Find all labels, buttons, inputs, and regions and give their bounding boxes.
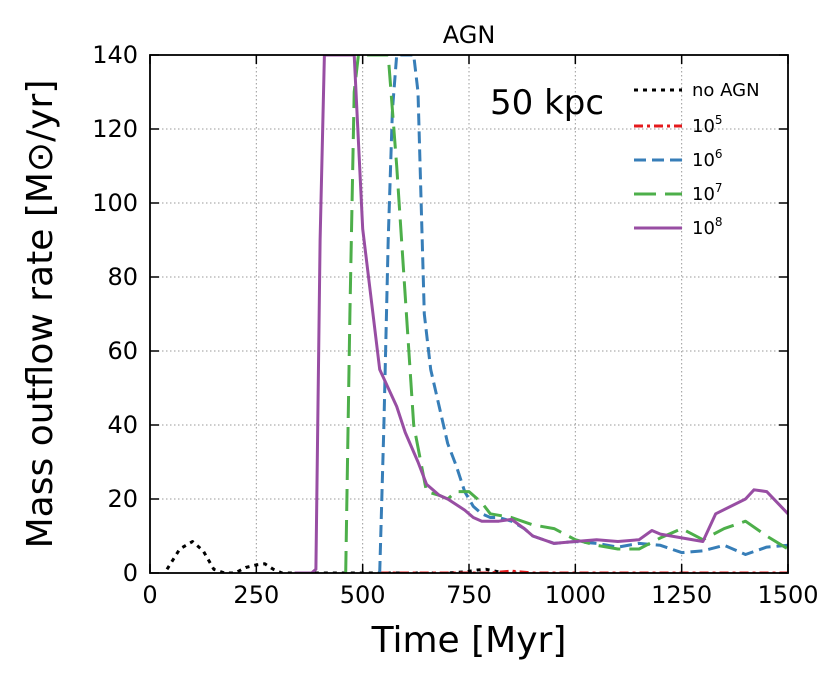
- x-tick-label: 750: [446, 581, 492, 609]
- y-tick-label: 60: [107, 337, 138, 365]
- annotation-50kpc: 50 kpc: [490, 83, 604, 123]
- series-line-e8: [294, 55, 788, 573]
- series-line-no_agn: [165, 540, 525, 573]
- legend: no AGN 105 106 107 108: [634, 80, 760, 239]
- series-line-e7: [344, 55, 788, 573]
- legend-label-e5: 105: [692, 113, 723, 137]
- x-tick-label: 1000: [545, 581, 606, 609]
- y-tick-label: 120: [92, 115, 138, 143]
- x-tick-label: 1250: [651, 581, 712, 609]
- tick-labels: 0 250 500 750 1000 1250 1500 0 20 40 60 80 100 120 140: [92, 41, 818, 609]
- chart-title: AGN: [443, 21, 496, 49]
- y-tick-label: 20: [107, 485, 138, 513]
- x-axis-label: Time [Myr]: [371, 620, 567, 661]
- y-tick-label: 100: [92, 189, 138, 217]
- y-tick-label: 0: [123, 559, 138, 587]
- legend-label-e6: 106: [692, 147, 723, 171]
- legend-label-e7: 107: [692, 181, 723, 205]
- y-tick-label: 140: [92, 41, 138, 69]
- y-tick-label: 40: [107, 411, 138, 439]
- legend-label-no_agn: no AGN: [692, 80, 760, 101]
- y-axis-label: Mass outflow rate [M⊙/yr]: [20, 80, 61, 549]
- y-tick-label: 80: [107, 263, 138, 291]
- x-tick-label: 250: [233, 581, 279, 609]
- legend-label-e8: 108: [692, 215, 723, 239]
- x-tick-label: 1500: [757, 581, 818, 609]
- ticks: [149, 54, 789, 574]
- x-tick-label: 0: [142, 581, 157, 609]
- x-tick-label: 500: [340, 581, 386, 609]
- series-group: [165, 55, 788, 573]
